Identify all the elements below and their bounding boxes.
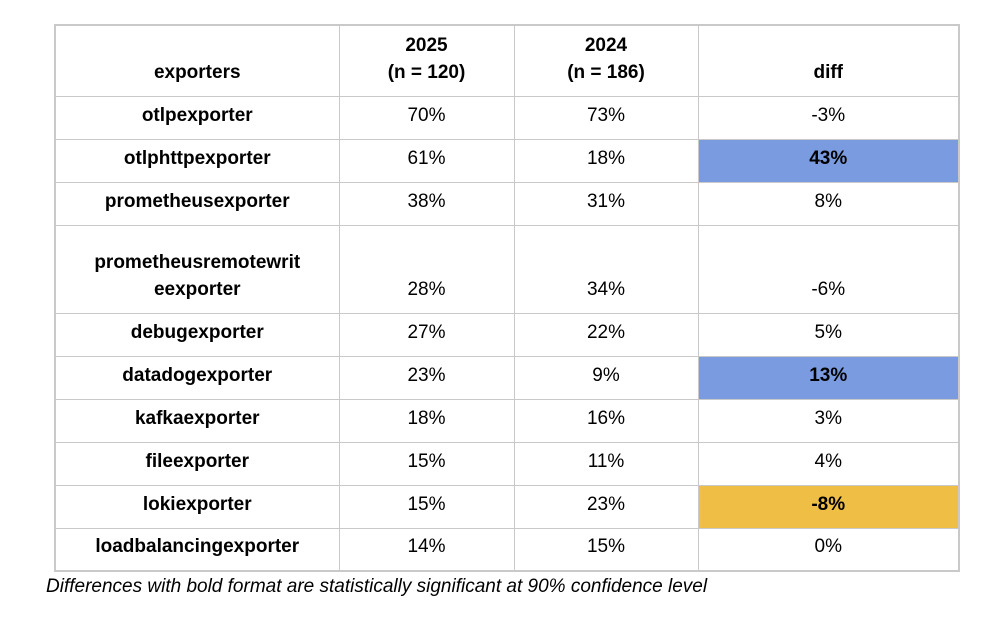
diff-cell: 0% <box>697 527 960 572</box>
table-row: fileexporter 15% 11% 4% <box>54 441 960 486</box>
pct-2024-cell: 11% <box>513 441 699 486</box>
pct-2024-cell: 31% <box>513 181 699 226</box>
table-row: loadbalancingexporter 14% 15% 0% <box>54 527 960 572</box>
exporter-name-cell: lokiexporter <box>54 484 340 529</box>
col-header-2025: 2025 (n = 120) <box>338 24 515 97</box>
pct-2024-cell: 18% <box>513 138 699 183</box>
table-row: prometheusremotewrit eexporter 28% 34% -… <box>54 224 960 314</box>
pct-2025-cell: 38% <box>338 181 515 226</box>
pct-2024-cell: 16% <box>513 398 699 443</box>
exporter-name-cell: fileexporter <box>54 441 340 486</box>
header-row: exporters 2025 (n = 120) 2024 (n = 186) … <box>54 24 960 97</box>
pct-2025-cell: 27% <box>338 312 515 357</box>
exporter-name-cell: debugexporter <box>54 312 340 357</box>
pct-2024-cell: 9% <box>513 355 699 400</box>
pct-2025-cell: 15% <box>338 484 515 529</box>
table-row: lokiexporter 15% 23% -8% <box>54 484 960 529</box>
diff-cell: 4% <box>697 441 960 486</box>
exporter-name-cell: datadogexporter <box>54 355 340 400</box>
pct-2025-cell: 28% <box>338 224 515 314</box>
exporter-name-cell: prometheusremotewrit eexporter <box>54 224 340 314</box>
table-row: datadogexporter 23% 9% 13% <box>54 355 960 400</box>
exporter-name-cell: otlpexporter <box>54 95 340 140</box>
pct-2025-cell: 61% <box>338 138 515 183</box>
diff-cell: -6% <box>697 224 960 314</box>
exporter-name-cell: prometheusexporter <box>54 181 340 226</box>
footnote: Differences with bold format are statist… <box>46 576 708 597</box>
diff-cell: -3% <box>697 95 960 140</box>
pct-2025-cell: 70% <box>338 95 515 140</box>
exporter-name-cell: loadbalancingexporter <box>54 527 340 572</box>
exporters-table: exporters 2025 (n = 120) 2024 (n = 186) … <box>54 24 960 572</box>
table-row: debugexporter 27% 22% 5% <box>54 312 960 357</box>
col-header-diff: diff <box>697 24 960 97</box>
pct-2024-cell: 22% <box>513 312 699 357</box>
diff-cell: 43% <box>697 138 960 183</box>
table-row: kafkaexporter 18% 16% 3% <box>54 398 960 443</box>
diff-cell: 3% <box>697 398 960 443</box>
exporter-name-cell: otlphttpexporter <box>54 138 340 183</box>
pct-2024-cell: 15% <box>513 527 699 572</box>
pct-2024-cell: 73% <box>513 95 699 140</box>
pct-2024-cell: 23% <box>513 484 699 529</box>
table-row: prometheusexporter 38% 31% 8% <box>54 181 960 226</box>
diff-cell: 5% <box>697 312 960 357</box>
diff-cell: -8% <box>697 484 960 529</box>
pct-2025-cell: 23% <box>338 355 515 400</box>
diff-cell: 13% <box>697 355 960 400</box>
col-header-2024: 2024 (n = 186) <box>513 24 699 97</box>
diff-cell: 8% <box>697 181 960 226</box>
pct-2024-cell: 34% <box>513 224 699 314</box>
table-row: otlpexporter 70% 73% -3% <box>54 95 960 140</box>
pct-2025-cell: 14% <box>338 527 515 572</box>
exporter-name-cell: kafkaexporter <box>54 398 340 443</box>
col-header-exporters: exporters <box>54 24 340 97</box>
table-row: otlphttpexporter 61% 18% 43% <box>54 138 960 183</box>
pct-2025-cell: 18% <box>338 398 515 443</box>
pct-2025-cell: 15% <box>338 441 515 486</box>
